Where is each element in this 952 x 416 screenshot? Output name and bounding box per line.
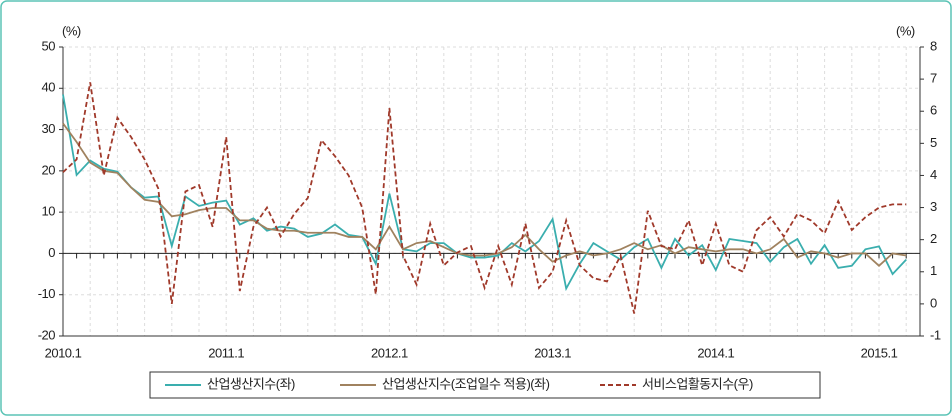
- series-line: [62, 122, 907, 268]
- x-tick-label: 2013.1: [534, 345, 571, 360]
- x-tick-label: 2014.1: [697, 345, 734, 360]
- y2-tick-label: 6: [930, 103, 937, 118]
- series-line: [62, 82, 907, 314]
- x-tick-label: 2010.1: [45, 345, 82, 360]
- y-tick-label: 40: [42, 80, 56, 95]
- x-tick-label: 2011.1: [208, 345, 244, 360]
- y-unit-label: (%): [62, 23, 81, 38]
- y2-tick-label: 5: [930, 135, 937, 150]
- x-tick-label: 2012.1: [371, 345, 408, 360]
- y2-tick-label: 8: [930, 38, 937, 53]
- y2-tick-label: 7: [930, 71, 937, 86]
- y2-tick-label: 4: [930, 167, 937, 182]
- legend-label: 서비스업활동지수(우): [642, 376, 753, 391]
- y2-tick-label: 2: [930, 231, 937, 246]
- legend-label: 산업생산지수(조업일수 적용)(좌): [382, 376, 550, 391]
- legend-box: [149, 371, 821, 399]
- legend-label: 산업생산지수(좌): [207, 376, 295, 391]
- y2-tick-label: 1: [930, 263, 937, 278]
- x-tick-label: 2015.1: [861, 345, 898, 360]
- y-tick-label: 30: [42, 121, 56, 136]
- y-tick-label: 20: [42, 162, 56, 177]
- y-tick-label: 50: [42, 38, 56, 53]
- y-tick-label: -20: [38, 327, 56, 342]
- y2-tick-label: -1: [930, 327, 941, 342]
- y2-tick-label: 0: [930, 295, 937, 310]
- y2-tick-label: 3: [930, 199, 937, 214]
- y2-unit-label: (%): [896, 23, 915, 38]
- y-tick-label: -10: [38, 286, 56, 301]
- y-tick-label: 0: [48, 245, 55, 260]
- y-tick-label: 10: [42, 204, 56, 219]
- series-line: [62, 94, 907, 292]
